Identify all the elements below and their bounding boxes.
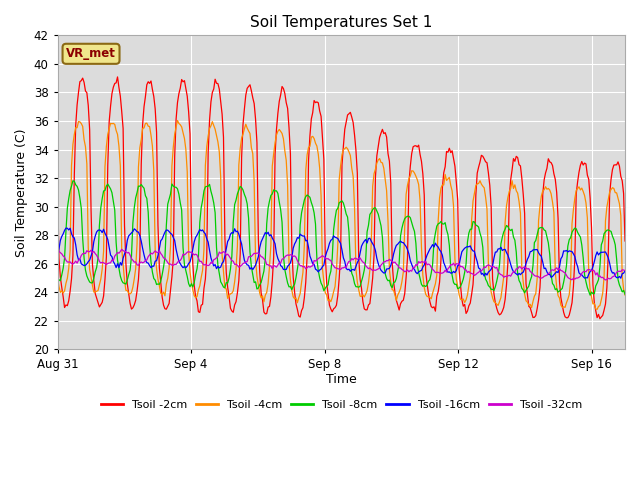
X-axis label: Time: Time — [326, 373, 356, 386]
Tsoil -2cm — [244, 84, 252, 89]
Tsoil -32cm — [454, 261, 461, 267]
Line: Tsoil -16cm: Tsoil -16cm — [58, 228, 625, 278]
Tsoil -8cm — [470, 219, 478, 225]
Tsoil -8cm — [370, 205, 378, 211]
Tsoil -32cm — [244, 254, 252, 260]
Tsoil -2cm — [114, 74, 122, 80]
Tsoil -4cm — [593, 306, 601, 312]
Tsoil -8cm — [69, 178, 77, 184]
Y-axis label: Soil Temperature (C): Soil Temperature (C) — [15, 128, 28, 257]
Tsoil -16cm — [370, 243, 378, 249]
Tsoil -2cm — [596, 316, 604, 322]
Tsoil -4cm — [565, 292, 573, 298]
Tsoil -8cm — [244, 215, 252, 221]
Tsoil -16cm — [565, 248, 573, 254]
Tsoil -8cm — [225, 275, 233, 280]
Tsoil -4cm — [244, 128, 252, 134]
Tsoil -32cm — [565, 276, 573, 281]
Tsoil -16cm — [54, 253, 61, 259]
Line: Tsoil -32cm: Tsoil -32cm — [58, 250, 625, 280]
Tsoil -16cm — [470, 249, 478, 254]
Text: VR_met: VR_met — [66, 48, 116, 60]
Tsoil -2cm — [621, 238, 629, 244]
Tsoil -2cm — [565, 312, 573, 318]
Title: Soil Temperatures Set 1: Soil Temperatures Set 1 — [250, 15, 433, 30]
Line: Tsoil -2cm: Tsoil -2cm — [58, 77, 625, 319]
Tsoil -4cm — [225, 293, 233, 299]
Tsoil -4cm — [173, 118, 181, 123]
Tsoil -4cm — [454, 283, 461, 289]
Tsoil -32cm — [118, 247, 125, 252]
Tsoil -32cm — [54, 248, 61, 253]
Tsoil -8cm — [621, 291, 629, 297]
Tsoil -32cm — [621, 268, 629, 274]
Tsoil -16cm — [454, 263, 461, 268]
Tsoil -8cm — [565, 237, 573, 242]
Tsoil -16cm — [244, 263, 252, 268]
Tsoil -32cm — [225, 253, 233, 259]
Tsoil -16cm — [62, 225, 70, 231]
Tsoil -2cm — [454, 197, 461, 203]
Tsoil -32cm — [370, 267, 378, 273]
Tsoil -2cm — [225, 294, 233, 300]
Tsoil -4cm — [54, 275, 61, 281]
Legend: Tsoil -2cm, Tsoil -4cm, Tsoil -8cm, Tsoil -16cm, Tsoil -32cm: Tsoil -2cm, Tsoil -4cm, Tsoil -8cm, Tsoi… — [96, 396, 586, 415]
Tsoil -4cm — [470, 191, 478, 196]
Tsoil -4cm — [370, 171, 378, 177]
Tsoil -2cm — [54, 186, 61, 192]
Tsoil -8cm — [586, 292, 594, 298]
Tsoil -8cm — [54, 281, 61, 287]
Tsoil -8cm — [454, 286, 461, 291]
Tsoil -4cm — [621, 292, 629, 298]
Line: Tsoil -8cm: Tsoil -8cm — [58, 181, 625, 295]
Tsoil -32cm — [470, 273, 478, 278]
Tsoil -2cm — [370, 252, 378, 258]
Tsoil -16cm — [225, 236, 233, 242]
Line: Tsoil -4cm: Tsoil -4cm — [58, 120, 625, 309]
Tsoil -16cm — [617, 275, 625, 281]
Tsoil -2cm — [470, 257, 478, 263]
Tsoil -32cm — [602, 277, 609, 283]
Tsoil -16cm — [621, 268, 629, 274]
